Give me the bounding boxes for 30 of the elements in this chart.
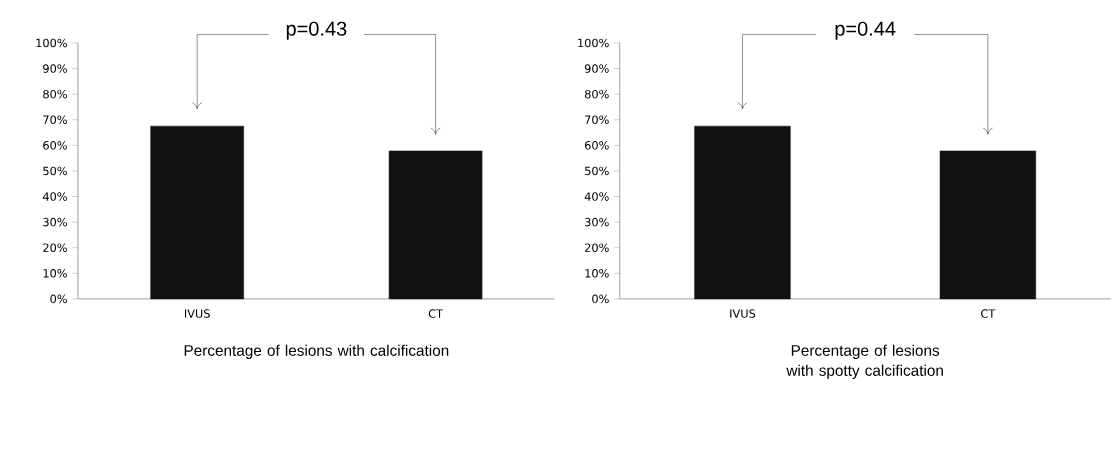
y-tick-label: 80%	[584, 89, 609, 99]
x-tick-label: IVUS	[184, 309, 210, 318]
y-tick-label: 0%	[592, 294, 609, 304]
y-tick-label: 90%	[43, 64, 67, 73]
y-tick-label: 20%	[43, 243, 67, 253]
y-tick-label: 0%	[50, 294, 67, 304]
x-axis-title: Percentage of lesions with calcification	[184, 344, 449, 360]
y-tick-label: 70%	[585, 115, 609, 125]
x-axis-title: Percentage of lesions with spotty calcification	[786, 344, 943, 380]
x-tick-label: IVUS	[730, 309, 756, 318]
x-tick-label: CT	[981, 309, 996, 318]
y-tick-label: 70%	[43, 115, 67, 125]
x-tick-label: CT	[428, 309, 444, 318]
y-tick-label: 20%	[585, 243, 609, 253]
y-tick-label: 10%	[585, 269, 609, 278]
y-tick-label: 100%	[578, 38, 609, 48]
y-tick-label: 60%	[584, 141, 609, 150]
text: p=0.44	[835, 21, 896, 40]
y-tick-label: 50%	[43, 166, 67, 176]
y-tick-label: 50%	[585, 166, 609, 176]
y-tick-label: 100%	[36, 38, 67, 48]
y-tick-label: 60%	[43, 141, 67, 150]
text: p=0.43	[286, 21, 347, 40]
y-tick-label: 90%	[584, 64, 609, 73]
y-tick-label: 80%	[43, 89, 67, 99]
y-tick-label: 40%	[584, 192, 609, 201]
y-tick-label: 30%	[43, 217, 67, 227]
y-tick-label: 30%	[585, 217, 609, 227]
y-tick-label: 40%	[42, 192, 67, 201]
y-tick-label: 10%	[43, 269, 67, 278]
